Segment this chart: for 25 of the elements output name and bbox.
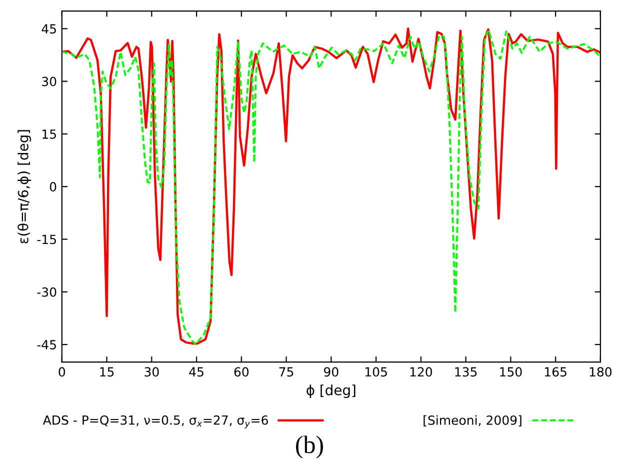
x-tick-label: 120 [410, 367, 432, 377]
x-tick-label: 180 [590, 367, 612, 377]
y-tick-label: 0 [50, 182, 56, 192]
y-tick-label: -30 [37, 287, 56, 297]
x-tick-label: 30 [144, 367, 159, 377]
y-tick-label: -15 [37, 234, 56, 244]
legend-label: [Simeoni, 2009] [424, 415, 522, 426]
y-tick-label: 30 [42, 76, 56, 86]
text: (b) [296, 436, 323, 458]
y-tick-label: -45 [37, 340, 56, 350]
x-tick-label: 45 [189, 367, 204, 377]
y-tick-label: 45 [42, 24, 56, 34]
y-axis-title: ε(θ=π/6,ϕ) [deg] [18, 130, 32, 244]
x-tick-label: 105 [365, 367, 387, 377]
x-axis-title: ϕ [deg] [306, 384, 356, 398]
x-tick-label: 165 [544, 367, 566, 377]
x-tick-label: 150 [500, 367, 522, 377]
x-tick-label: 135 [455, 367, 477, 377]
x-tick-label: 90 [324, 367, 338, 377]
x-tick-label: 15 [100, 367, 114, 377]
x-tick-label: 60 [234, 367, 249, 377]
legend-label: ADS - P=Q=31, ν=0.5, σ$_{x}$=27, σ$_{y}$=6 [42, 415, 268, 428]
y-tick-label: 15 [42, 130, 56, 139]
x-tick-label: 75 [279, 367, 294, 377]
x-tick-label: 0 [58, 367, 66, 377]
